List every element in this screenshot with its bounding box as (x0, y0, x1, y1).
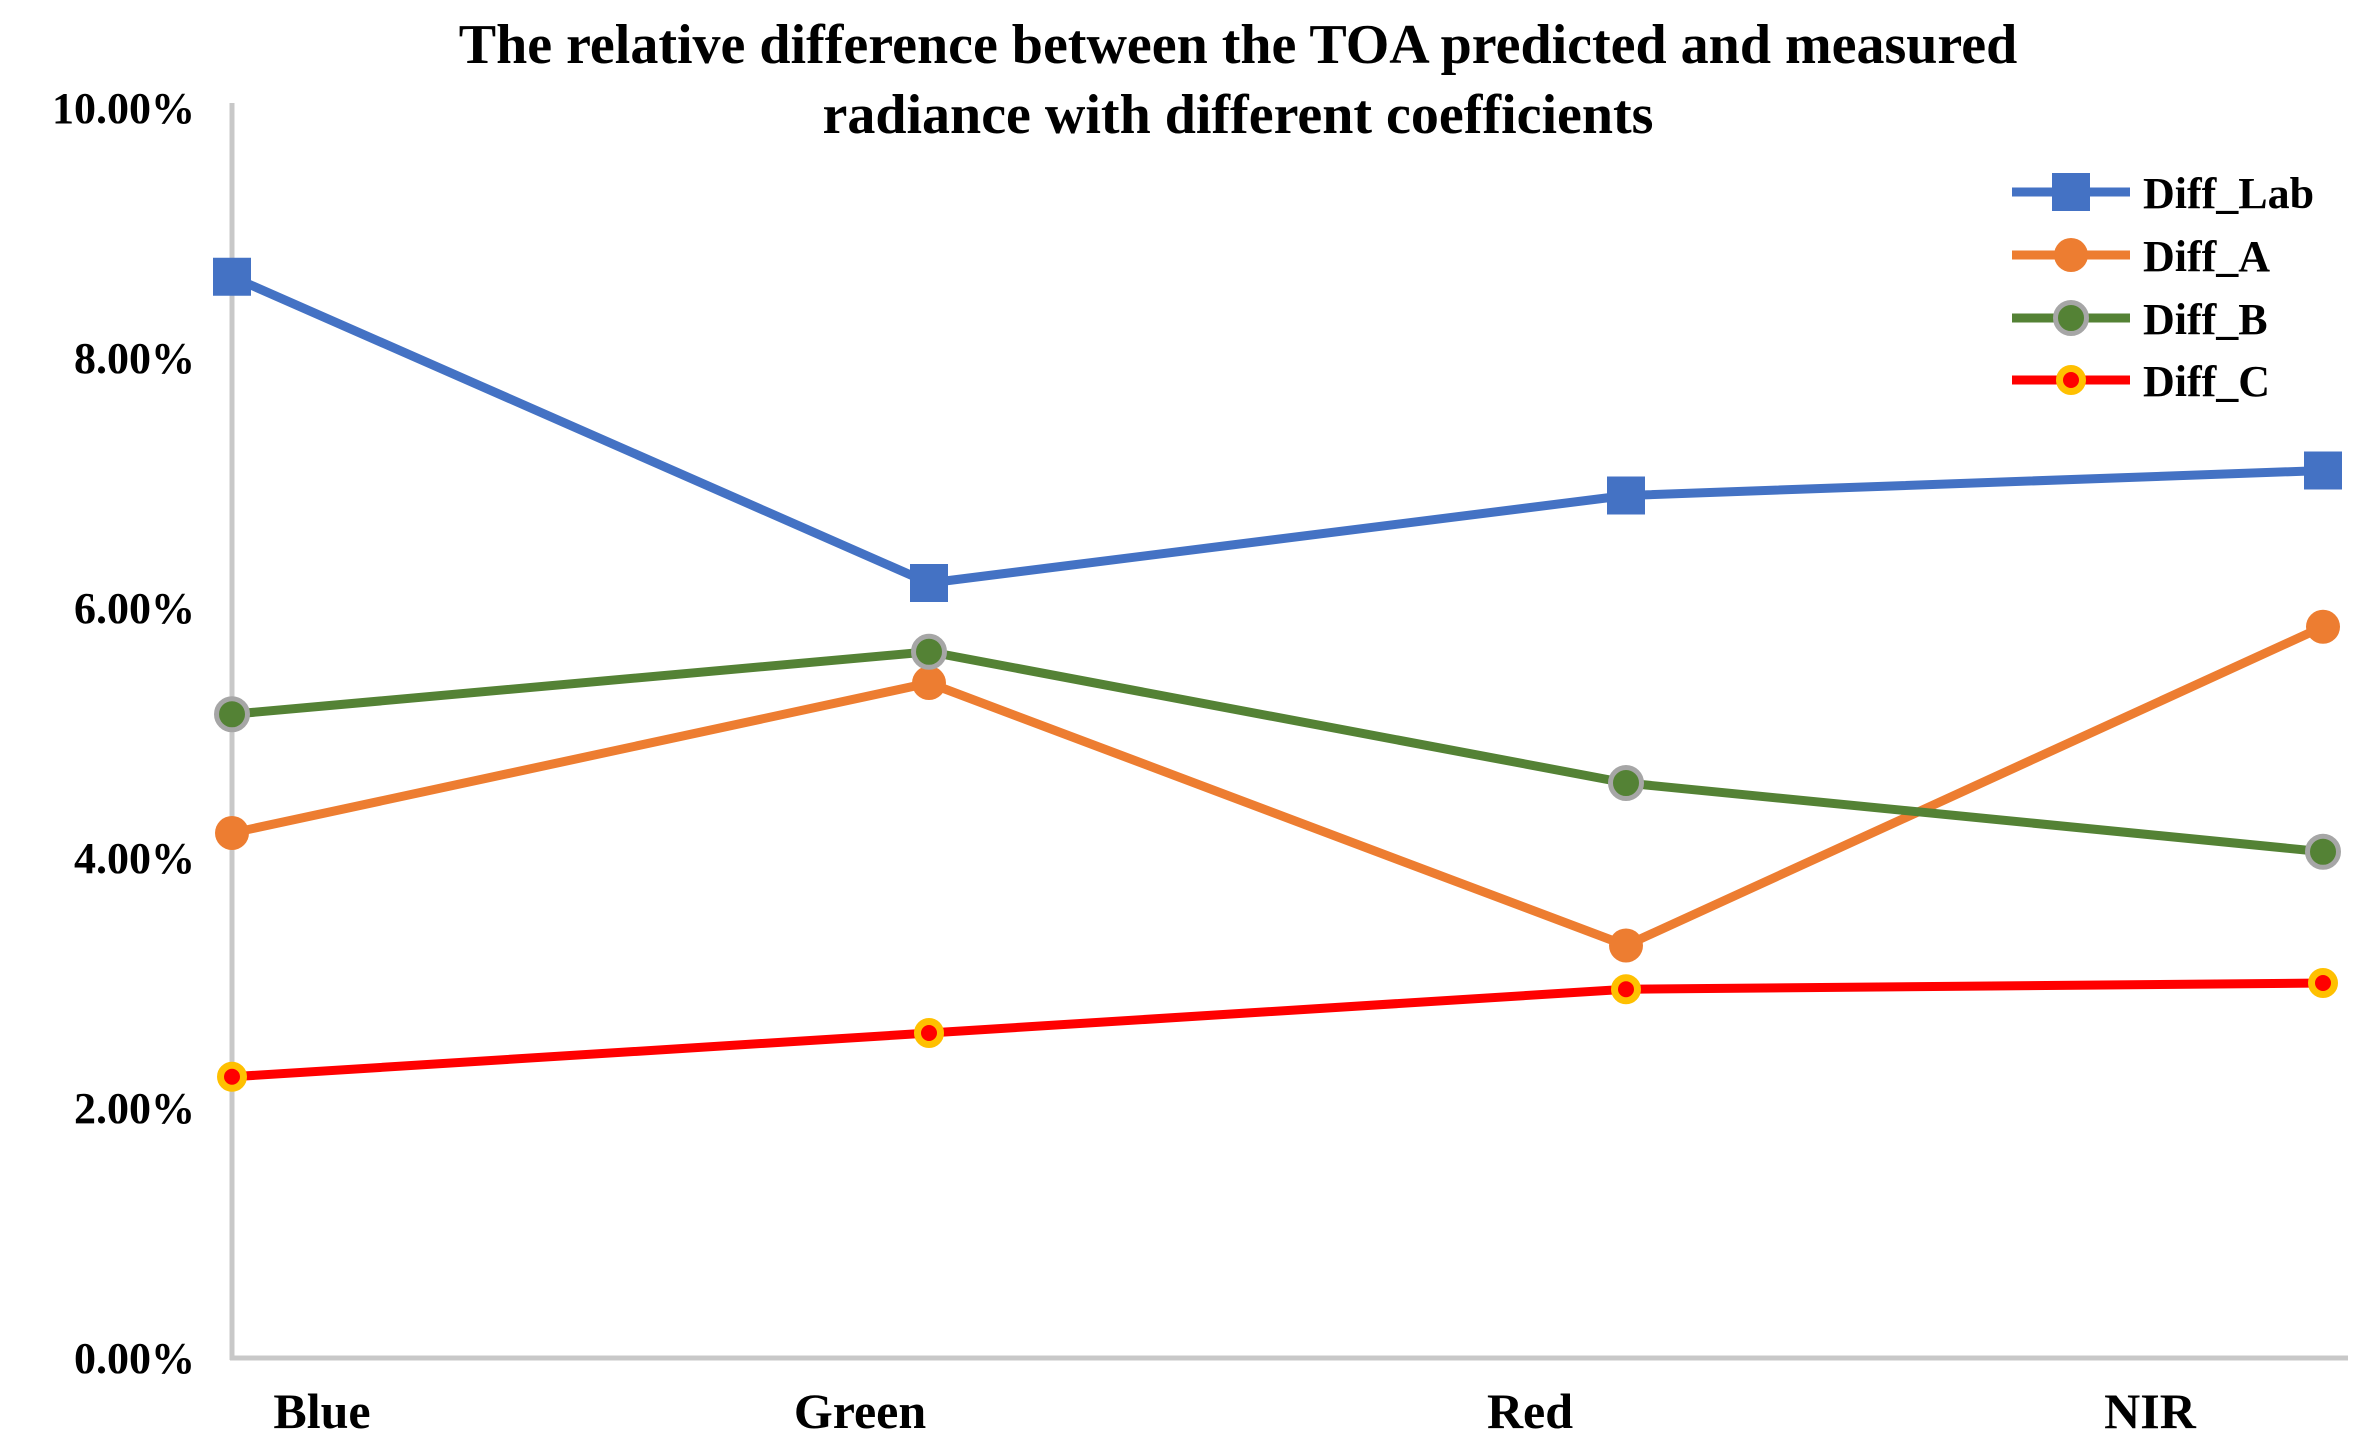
marker-Diff_C-blue (217, 1061, 247, 1092)
series-line-Diff_C (227, 978, 2328, 1082)
series-line-Diff_B (227, 647, 2328, 857)
legend-label-Diff_C: Diff_C (2143, 357, 2270, 406)
chart-title: The relative difference between the TOA … (248, 10, 2228, 150)
legend-label-Diff_B: Diff_B (2143, 295, 2268, 344)
legend-marker-Diff_C (2056, 365, 2086, 395)
y-tick-label: 0.00% (74, 1334, 195, 1383)
marker-Diff_B-nir (2305, 833, 2341, 870)
legend-marker-Diff_A (2054, 238, 2088, 272)
marker-Diff_C-red (1611, 974, 1641, 1005)
marker-Diff_A-nir (2306, 609, 2340, 644)
marker-Diff_A-red (1609, 928, 1643, 963)
marker-Diff_C-green (914, 1018, 944, 1048)
legend-marker-Diff_B (2053, 300, 2089, 336)
marker-Diff_Lab-red (1607, 476, 1645, 515)
y-tick-label: 6.00% (74, 584, 195, 633)
x-tick-label-nir: NIR (2104, 1383, 2197, 1439)
chart-title-line2: radiance with different coefficients (822, 84, 1654, 146)
chart-title-line1: The relative difference between the TOA … (458, 14, 2018, 76)
y-tick-label: 10.00% (52, 84, 195, 133)
marker-Diff_B-red (1608, 765, 1644, 801)
legend-label-Diff_Lab: Diff_Lab (2143, 169, 2314, 218)
x-tick-label-blue: Blue (273, 1383, 370, 1439)
marker-Diff_A-green (912, 666, 946, 700)
marker-Diff_A-blue (215, 816, 249, 850)
marker-Diff_B-blue (214, 696, 250, 733)
marker-Diff_Lab-blue (213, 257, 251, 296)
y-tick-label: 4.00% (74, 834, 195, 883)
series-line-Diff_Lab (227, 272, 2328, 588)
marker-Diff_B-green (911, 633, 947, 670)
series-line-Diff_A (227, 622, 2328, 950)
x-tick-label-red: Red (1487, 1383, 1573, 1439)
y-tick-label: 8.00% (74, 334, 195, 383)
y-tick-label: 2.00% (74, 1084, 195, 1133)
marker-Diff_Lab-nir (2304, 451, 2342, 490)
legend-label-Diff_A: Diff_A (2143, 232, 2270, 281)
legend-marker-Diff_Lab (2052, 173, 2090, 211)
x-tick-label-green: Green (794, 1383, 927, 1439)
marker-Diff_C-nir (2308, 968, 2338, 998)
marker-Diff_Lab-green (910, 564, 948, 602)
